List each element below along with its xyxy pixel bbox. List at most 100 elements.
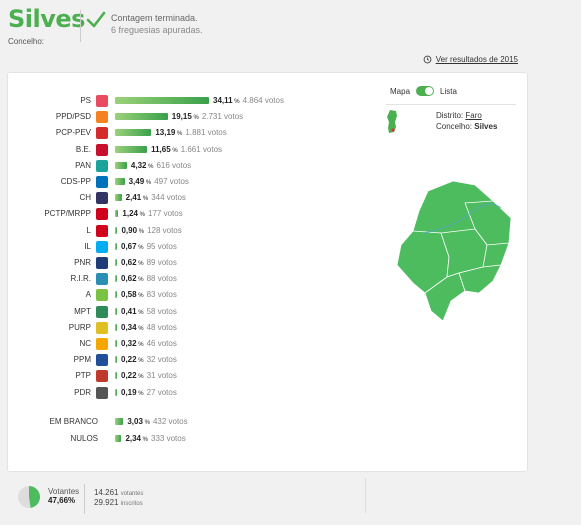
- check-icon: [86, 11, 106, 28]
- toggle-list-label[interactable]: Lista: [440, 86, 457, 96]
- previous-results-link[interactable]: Ver resultados de 2015: [423, 55, 518, 64]
- registered-count: 29.921 inscritos: [94, 498, 143, 507]
- other-votes-row[interactable]: EM BRANCO 3,03 % 432 votos: [8, 416, 368, 428]
- view-toggle[interactable]: Mapa Lista: [390, 86, 457, 96]
- result-votes: 46 votos: [146, 339, 177, 348]
- party-name: PNR: [74, 258, 91, 267]
- previous-results-label[interactable]: Ver resultados de 2015: [435, 55, 518, 64]
- result-bar: [115, 388, 117, 396]
- party-row[interactable]: CDS-PP 3,49 % 497 votos: [8, 176, 368, 188]
- result-percent: 0,62 % 89 votos: [121, 258, 177, 267]
- party-name: NC: [79, 339, 91, 348]
- party-row[interactable]: PNR 0,62 % 89 votos: [8, 257, 368, 269]
- party-row[interactable]: R.I.R. 0,62 % 88 votos: [8, 273, 368, 286]
- party-row[interactable]: A 0,58 % 83 votos: [8, 289, 368, 302]
- party-logo-icon: [96, 127, 108, 140]
- party-row[interactable]: PS 34,11 % 4.864 votos: [8, 95, 368, 107]
- party-row[interactable]: PTP 0,22 % 31 votos: [8, 370, 368, 383]
- party-name: CDS-PP: [60, 177, 91, 186]
- result-bar: [115, 129, 152, 137]
- result-votes: 497 votos: [154, 177, 189, 186]
- result-percent: 1,24 % 177 votos: [122, 209, 183, 219]
- party-logo-icon: [96, 111, 108, 124]
- parishes-status: 6 freguesias apuradas.: [111, 25, 203, 35]
- result-bar: [115, 323, 117, 331]
- party-row[interactable]: PAN 4,32 % 616 votos: [8, 159, 368, 172]
- result-votes: 4.864 votos: [242, 96, 284, 105]
- party-row[interactable]: PURP 0,34 % 48 votos: [8, 321, 368, 334]
- result-bar: [115, 307, 117, 315]
- result-bar: [115, 113, 168, 121]
- page-title: Silves: [8, 5, 85, 33]
- party-name: MPT: [74, 306, 91, 316]
- result-votes: 177 votos: [148, 209, 183, 219]
- view-toggle-switch[interactable]: [416, 86, 435, 96]
- party-logo-icon: [96, 240, 108, 253]
- party-logo-icon: [96, 386, 108, 399]
- party-logo-icon: [96, 257, 108, 269]
- party-logo-icon: [96, 208, 108, 221]
- river-line: [422, 203, 502, 234]
- result-votes: 27 votos: [146, 387, 177, 397]
- result-votes: 95 votos: [146, 241, 177, 251]
- result-bar: [115, 210, 119, 218]
- party-logo-icon: [96, 354, 108, 367]
- party-logo-icon: [96, 305, 108, 318]
- result-percent: 0,62 % 88 votos: [121, 274, 177, 284]
- party-row[interactable]: CH 2,41 % 344 votos: [8, 192, 368, 205]
- party-logo-icon: [96, 159, 108, 172]
- party-name: PS: [80, 96, 91, 105]
- party-row[interactable]: B.E. 11,65 % 1.661 votos: [8, 143, 368, 156]
- party-row[interactable]: L 0,90 % 128 votos: [8, 224, 368, 237]
- party-row[interactable]: MPT 0,41 % 58 votos: [8, 305, 368, 318]
- party-row[interactable]: PDR 0,19 % 27 votos: [8, 386, 368, 399]
- result-bar: [115, 178, 125, 185]
- party-row[interactable]: PPM 0,22 % 32 votos: [8, 354, 368, 367]
- page-subtitle: Concelho:: [8, 37, 45, 46]
- district-link[interactable]: Faro: [465, 111, 482, 120]
- result-bar: [115, 275, 117, 283]
- result-votes: 58 votos: [146, 306, 177, 316]
- result-bar: [115, 434, 122, 442]
- party-name: EM BRANCO: [49, 417, 98, 426]
- result-votes: 32 votos: [146, 355, 177, 365]
- toggle-map-label[interactable]: Mapa: [390, 86, 411, 96]
- result-percent: 0,22 % 31 votos: [121, 371, 177, 381]
- result-votes: 333 votos: [151, 433, 186, 443]
- parish-area: [458, 264, 502, 294]
- party-name: PTP: [75, 371, 91, 381]
- party-logo-icon: [96, 289, 108, 302]
- turnout-pie-slice: [29, 486, 40, 508]
- party-name: IL: [84, 241, 91, 251]
- result-votes: 88 votos: [146, 274, 177, 284]
- result-votes: 432 votos: [152, 417, 188, 426]
- result-percent: 2,34 % 333 votos: [125, 433, 186, 443]
- other-votes-row[interactable]: NULOS 2,34 % 333 votos: [8, 433, 368, 445]
- party-row[interactable]: PCTP/MRPP 1,24 % 177 votos: [8, 208, 368, 221]
- party-name: PDR: [74, 387, 91, 397]
- result-votes: 616 votos: [156, 160, 192, 170]
- result-votes: 2.731 votos: [201, 112, 244, 122]
- map-divider: [386, 104, 516, 105]
- turnout-pie: [18, 486, 40, 508]
- result-percent: 19,15 % 2.731 votos: [171, 112, 244, 122]
- council-map[interactable]: [383, 173, 523, 333]
- result-bar: [115, 97, 209, 104]
- party-name: PCTP/MRPP: [44, 209, 91, 219]
- party-name: B.E.: [75, 144, 91, 154]
- result-bar: [115, 291, 117, 299]
- party-row[interactable]: NC 0,32 % 46 votos: [8, 338, 368, 350]
- party-row[interactable]: PCP-PEV 13,19 % 1.881 votos: [8, 127, 368, 140]
- page-header: Silves Concelho: Contagem terminada. 6 f…: [0, 0, 581, 60]
- result-percent: 34,11 % 4.864 votos: [213, 96, 284, 105]
- party-row[interactable]: PPD/PSD 19,15 % 2.731 votos: [8, 111, 368, 124]
- party-row[interactable]: IL 0,67 % 95 votos: [8, 240, 368, 253]
- result-bar: [115, 242, 117, 250]
- footer-divider: [84, 484, 85, 514]
- result-percent: 13,19 % 1.881 votos: [155, 128, 227, 138]
- portugal-map-icon: [387, 110, 397, 133]
- result-votes: 31 votos: [146, 371, 177, 381]
- result-votes: 83 votos: [146, 290, 177, 300]
- party-name: PAN: [75, 160, 91, 170]
- party-logo-icon: [96, 370, 108, 383]
